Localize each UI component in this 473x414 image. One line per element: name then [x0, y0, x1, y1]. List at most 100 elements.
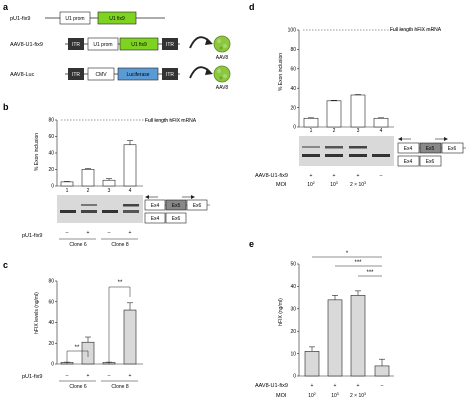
- panel-c-sig-bracket: [108, 286, 131, 364]
- gel-b-band: [81, 210, 97, 213]
- moi-exp: 3: [364, 181, 366, 185]
- panel-b-treat-2: +: [87, 230, 90, 236]
- cmv-promoter-box: [87, 67, 115, 81]
- bar: [326, 100, 342, 128]
- moi-exp: 3: [337, 392, 339, 396]
- panel-b-lane-3: 3: [108, 188, 111, 194]
- panel-e-treat-3: +: [357, 383, 360, 389]
- panel-d-treat-3: +: [357, 173, 360, 179]
- panel-b-treatment-label: pU1-fix9: [22, 233, 42, 239]
- panel-d-moi-2: 103: [330, 181, 338, 188]
- gel-d-band: [349, 146, 367, 149]
- construct-aavluc-name: AAV8-Luc: [10, 72, 35, 78]
- panel-d-lane-3: 3: [357, 128, 360, 134]
- exon-label: Ex6: [172, 216, 181, 222]
- panel-c-sig-1: **: [75, 345, 80, 351]
- moi-base: 10: [331, 393, 337, 399]
- panel-d-treat-2: +: [333, 173, 336, 179]
- bar: [304, 351, 320, 377]
- panel-e-ylabel: hFIX (ng/ml): [278, 298, 284, 326]
- gel-d-band: [349, 154, 367, 157]
- gel-d-band: [302, 146, 320, 148]
- moi-base: 2 × 10: [350, 182, 364, 188]
- panel-d-treat-4: –: [380, 173, 383, 179]
- exon-label: Ex6: [448, 146, 457, 152]
- exon-label: Ex5: [172, 203, 181, 209]
- y-tick-label: 20: [290, 105, 296, 111]
- panel-d-moi-label: MOI: [276, 182, 287, 188]
- y-tick-label: 40: [48, 151, 54, 157]
- panel-e-sig-1: *: [346, 251, 349, 257]
- moi-base: 10: [307, 182, 313, 188]
- bar: [123, 309, 137, 365]
- y-tick-label: 80: [48, 118, 54, 124]
- gel-b-band: [60, 210, 76, 213]
- y-tick-label: 100: [288, 28, 297, 34]
- itr-right-label: ITR: [166, 42, 174, 48]
- panel-e-treatment-label: AAV8-U1-fix9: [255, 383, 288, 389]
- bar: [60, 181, 74, 187]
- y-tick-label: 80: [48, 279, 54, 285]
- y-tick-label: 60: [48, 134, 54, 140]
- exon-label: Ex6: [426, 159, 435, 165]
- panel-b-lane-1: 1: [66, 188, 69, 194]
- panel-e-moi-2: 103: [331, 392, 339, 399]
- panel-b-lane-2: 2: [87, 188, 90, 194]
- exon-label: Ex4: [151, 203, 160, 209]
- panel-e-treat-4: –: [381, 383, 384, 389]
- panel-d-lane-4: 4: [380, 128, 383, 134]
- gel-b-band: [123, 210, 139, 213]
- panel-d-moi-1: 102: [307, 181, 315, 188]
- panel-c-group-clone8: Clone 8: [111, 384, 128, 390]
- panel-d-gel: [299, 136, 394, 166]
- gel-d-band: [325, 154, 343, 157]
- y-tick-label: 60: [290, 67, 296, 73]
- panel-d-label: d: [249, 2, 255, 12]
- y-tick-label: 50: [290, 262, 296, 268]
- gel-b-band: [102, 210, 118, 213]
- panel-d-lane-1: 1: [310, 128, 313, 134]
- panel-c-label: c: [3, 260, 8, 270]
- gel-b-band: [123, 204, 139, 207]
- panel-e-label: e: [249, 239, 254, 249]
- bar: [123, 144, 137, 187]
- panel-c-treat-4: +: [129, 373, 132, 379]
- panel-e-moi-label: MOI: [276, 393, 287, 399]
- luciferase-label: Luciferase: [126, 72, 149, 78]
- moi-exp: 2: [314, 392, 316, 396]
- panel-b-exon-diagram: Ex4 Ex5 Ex6 Ex4 Ex6: [144, 195, 210, 224]
- panel-b-chart: 0 20 40 60 80: [48, 118, 183, 190]
- aav8-virus-icon: [213, 35, 231, 53]
- itr-right-box: [162, 38, 178, 50]
- bar: [373, 117, 389, 128]
- bar: [350, 94, 366, 128]
- panel-c-treat-1: –: [66, 373, 69, 379]
- aav8u1-u1fix9-label: U1 fix9: [131, 42, 147, 48]
- y-tick-label: 40: [290, 86, 296, 92]
- panel-e-treat-1: +: [311, 383, 314, 389]
- panel-d-exon-diagram: Ex4 Ex5 Ex6 Ex4 Ex6: [397, 137, 466, 167]
- panel-b-lane-4: 4: [129, 188, 132, 194]
- panel-d-lane-2: 2: [333, 128, 336, 134]
- panel-d-moi-3: 2 × 103: [350, 181, 366, 188]
- panel-e-treat-2: +: [334, 383, 337, 389]
- gel-d-band: [372, 154, 390, 157]
- y-tick-label: 80: [290, 47, 296, 53]
- panel-b-ylabel: % Exon inclusion: [34, 133, 40, 171]
- y-tick-label: 0: [293, 125, 296, 131]
- pu1-promoter-box: [59, 11, 91, 25]
- aav8u1-u1fix9-box: [119, 37, 159, 51]
- panel-a-label: a: [3, 2, 9, 12]
- panel-b-group-clone6: Clone 6: [69, 242, 86, 248]
- panel-d-treatment-label: AAV8-U1-fix9: [255, 173, 288, 179]
- panel-d-chart: 0 20 40 60 80 100: [288, 28, 434, 131]
- bar: [303, 117, 319, 128]
- y-tick-label: 20: [48, 167, 54, 173]
- panel-b-group-clone8: Clone 8: [111, 242, 128, 248]
- gel-d-band: [325, 146, 343, 149]
- construct-aav8u1-name: AAV8-U1-fix9: [10, 42, 43, 48]
- panel-d: d % Exon inclusion 0 20 40 60 80 100 Full len…: [249, 2, 466, 188]
- moi-exp: 3: [336, 181, 338, 185]
- bar: [350, 295, 366, 377]
- aav8-virus-label-2: AAV8: [216, 85, 229, 91]
